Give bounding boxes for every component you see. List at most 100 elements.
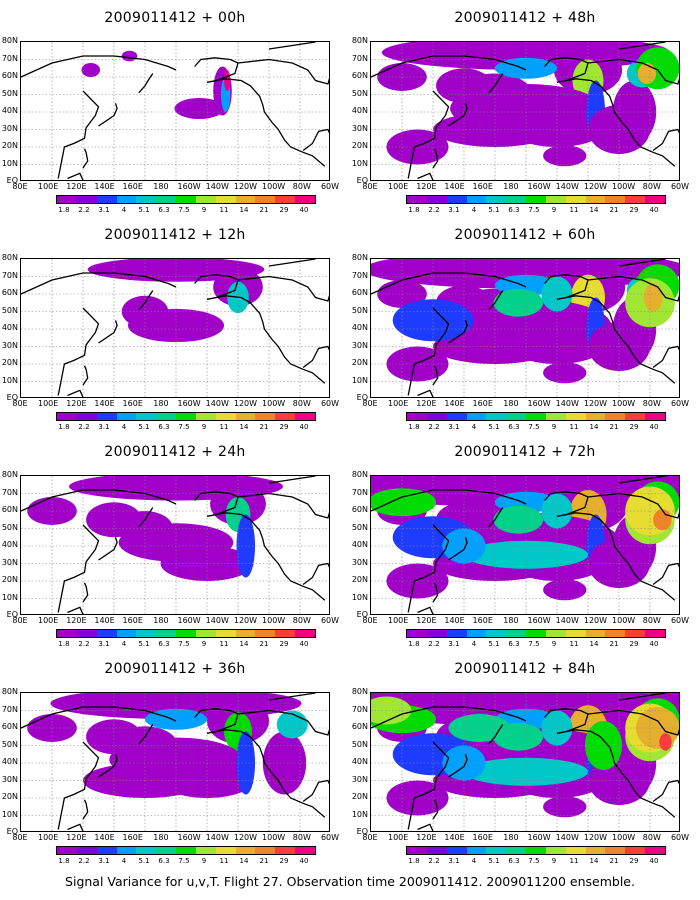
latitude-label: EQ bbox=[6, 393, 18, 402]
variance-contour bbox=[543, 362, 587, 384]
colorbar-swatch bbox=[195, 847, 216, 854]
colorbar-label: 7.5 bbox=[178, 857, 190, 865]
coastline bbox=[488, 724, 504, 745]
coastline bbox=[448, 320, 468, 344]
variance-contour bbox=[493, 288, 544, 317]
colorbar-swatch bbox=[255, 196, 276, 203]
longitude-label: 80E bbox=[362, 182, 378, 191]
colorbar-label: 5.1 bbox=[138, 640, 150, 648]
longitude-label: 180 bbox=[503, 399, 519, 408]
colorbar-label: 21 bbox=[609, 640, 619, 648]
colorbar-label: 6.3 bbox=[158, 423, 170, 431]
longitude-label: 80W bbox=[292, 399, 311, 408]
longitude-label: 80E bbox=[12, 399, 28, 408]
colorbar-label: 9 bbox=[201, 640, 207, 648]
colorbar-label: 4 bbox=[471, 423, 477, 431]
coastline bbox=[488, 507, 504, 528]
colorbar-swatch bbox=[486, 196, 507, 203]
coastline bbox=[82, 148, 89, 169]
colorbar-label: 40 bbox=[649, 640, 659, 648]
latitude-label: 50N bbox=[351, 739, 368, 749]
longitude-label: 100W bbox=[262, 182, 286, 191]
coastline bbox=[587, 492, 679, 519]
longitude-label: 100E bbox=[38, 833, 59, 842]
colorbar-label: 14 bbox=[239, 640, 249, 648]
colorbar-swatch bbox=[605, 196, 626, 203]
longitude-label: 180 bbox=[153, 833, 169, 842]
latitude-label: 50N bbox=[1, 305, 18, 315]
latitude-label: 60N bbox=[1, 722, 18, 731]
coastline bbox=[194, 708, 326, 818]
colorbar-swatch bbox=[76, 630, 97, 637]
colorbar-swatch bbox=[235, 847, 256, 854]
coastline bbox=[652, 128, 679, 152]
longitude-label: 160E bbox=[472, 182, 493, 191]
latitude-label: EQ bbox=[356, 176, 368, 185]
colorbar-swatch bbox=[466, 413, 487, 420]
colorbar-label: 11 bbox=[219, 857, 229, 865]
latitude-label: EQ bbox=[356, 393, 368, 402]
colorbar-swatch bbox=[96, 630, 117, 637]
latitude-label: 20N bbox=[1, 358, 18, 367]
latitude-label: 60N bbox=[1, 71, 18, 80]
coastline bbox=[268, 476, 316, 484]
colorbar-swatch bbox=[645, 630, 665, 637]
colorbar-label: 21 bbox=[259, 857, 269, 865]
longitude-label: 140W bbox=[555, 616, 579, 625]
longitude-label: 60W bbox=[320, 182, 340, 191]
latitude-label: 50N bbox=[351, 305, 368, 315]
coastline bbox=[237, 492, 329, 519]
coastline bbox=[488, 73, 504, 94]
map-panel bbox=[370, 692, 680, 832]
colorbar-swatch bbox=[486, 413, 507, 420]
longitude-label: 80W bbox=[292, 616, 311, 625]
longitude-label: 120E bbox=[66, 616, 87, 625]
latitude-label: 10N bbox=[351, 158, 368, 168]
coastline bbox=[21, 55, 177, 78]
latitude-label: 70N bbox=[351, 53, 368, 63]
latitude-label: 70N bbox=[1, 53, 18, 63]
colorbar-swatch bbox=[195, 630, 216, 637]
coastline bbox=[448, 537, 468, 561]
colorbar-swatch bbox=[486, 847, 507, 854]
colorbar-label: 7.5 bbox=[528, 206, 540, 214]
variance-contour bbox=[637, 63, 657, 84]
map-svg bbox=[371, 476, 679, 614]
colorbar-label: 6.3 bbox=[158, 640, 170, 648]
map-panel bbox=[370, 258, 680, 398]
colorbar-label: 29 bbox=[279, 857, 289, 865]
colorbar-label: 21 bbox=[259, 206, 269, 214]
colorbar bbox=[56, 412, 316, 421]
map-svg bbox=[21, 476, 329, 614]
longitude-label: 100W bbox=[612, 833, 636, 842]
latitude-label: EQ bbox=[6, 827, 18, 836]
colorbar-swatch bbox=[466, 630, 487, 637]
colorbar-swatch bbox=[235, 196, 256, 203]
coastline bbox=[448, 103, 468, 127]
variance-contour bbox=[543, 145, 587, 167]
colorbar-swatch bbox=[426, 630, 447, 637]
coastline bbox=[407, 90, 450, 179]
latitude-label: 50N bbox=[1, 522, 18, 532]
coastline bbox=[67, 172, 84, 180]
longitude-label: 140E bbox=[444, 833, 465, 842]
colorbar-label: 5.1 bbox=[488, 857, 500, 865]
latitude-label: 40N bbox=[1, 323, 18, 332]
latitude-label: 40N bbox=[351, 757, 368, 766]
coastline bbox=[82, 582, 89, 603]
coastline bbox=[544, 57, 676, 167]
colorbar-label: 6.3 bbox=[508, 857, 520, 865]
colorbar-swatch bbox=[506, 847, 527, 854]
colorbar-swatch bbox=[565, 196, 586, 203]
coastline bbox=[302, 562, 329, 586]
coastline bbox=[488, 290, 504, 311]
colorbar-label: 6.3 bbox=[508, 640, 520, 648]
variance-contour bbox=[81, 63, 101, 77]
colorbar-swatch bbox=[275, 847, 296, 854]
variance-contour bbox=[145, 708, 207, 730]
longitude-label: 140W bbox=[555, 182, 579, 191]
latitude-label: 20N bbox=[1, 575, 18, 584]
coastline bbox=[138, 290, 154, 311]
colorbar-label: 3.1 bbox=[448, 640, 460, 648]
map-panel bbox=[370, 475, 680, 615]
